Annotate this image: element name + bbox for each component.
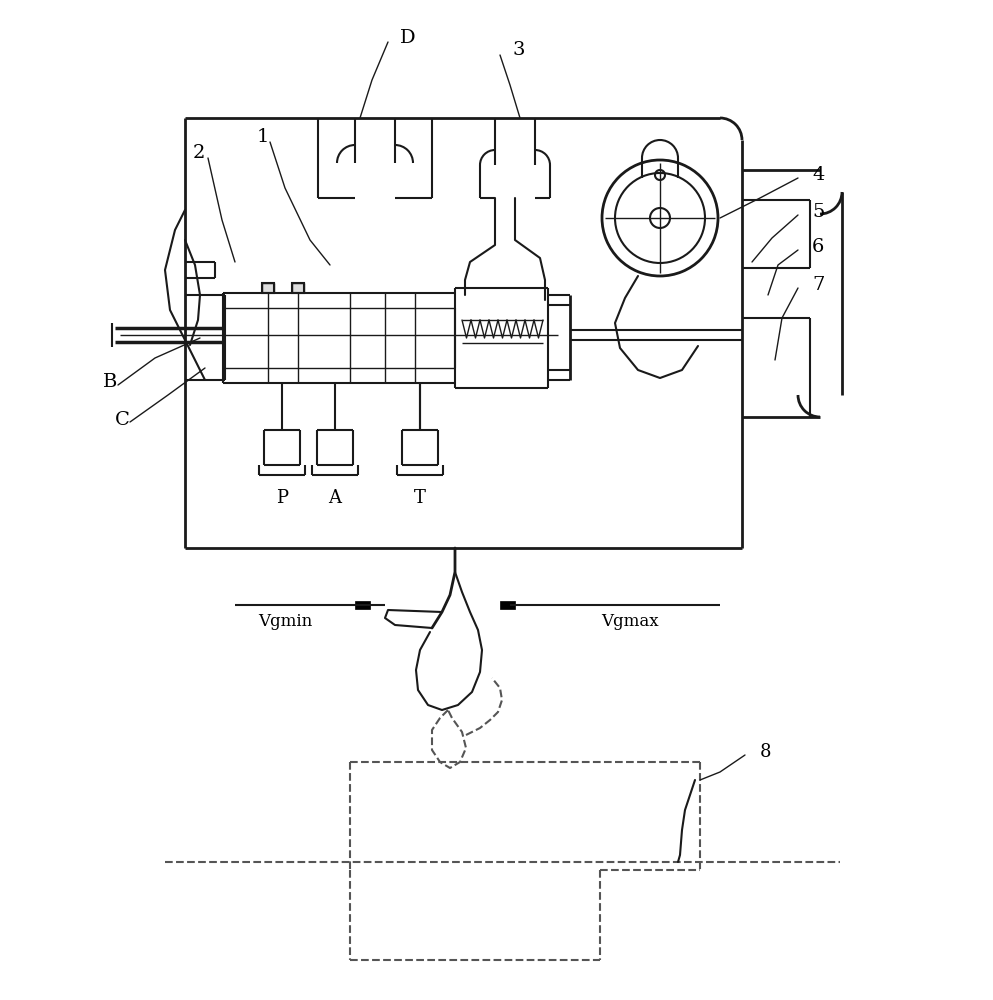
Bar — [355, 601, 370, 609]
Text: 8: 8 — [760, 743, 772, 761]
Text: 7: 7 — [812, 276, 824, 294]
Bar — [262, 283, 274, 293]
Text: 6: 6 — [812, 238, 824, 256]
Text: A: A — [329, 489, 342, 507]
Text: T: T — [414, 489, 426, 507]
Text: 3: 3 — [512, 41, 524, 59]
Text: D: D — [400, 29, 416, 47]
Text: 1: 1 — [257, 128, 269, 146]
Text: Vgmin: Vgmin — [258, 613, 312, 631]
Text: Vgmax: Vgmax — [601, 613, 658, 631]
Text: 2: 2 — [193, 144, 206, 162]
Text: 5: 5 — [812, 203, 824, 221]
Text: 4: 4 — [812, 166, 824, 184]
Text: P: P — [276, 489, 288, 507]
Text: B: B — [103, 373, 117, 391]
Bar — [292, 283, 304, 293]
Text: C: C — [115, 411, 130, 429]
Bar — [500, 601, 515, 609]
